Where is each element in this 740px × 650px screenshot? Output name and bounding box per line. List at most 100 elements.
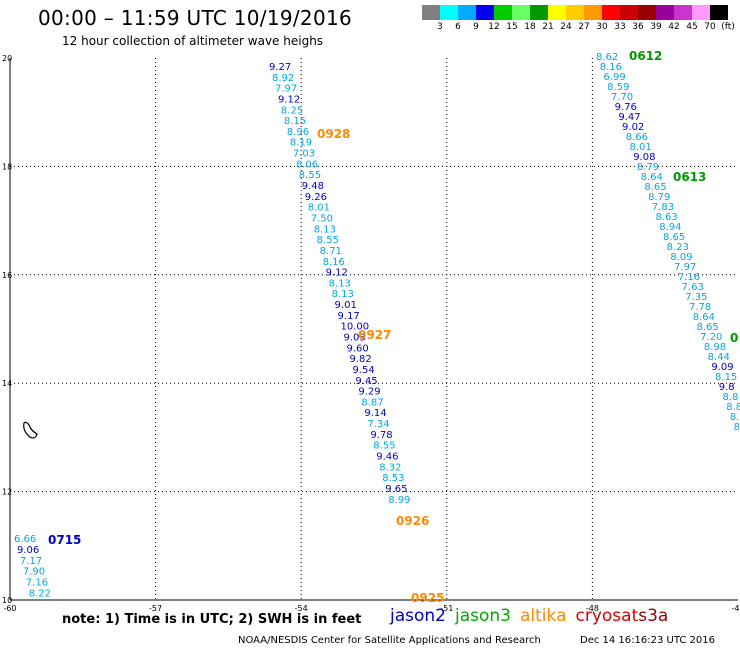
swh-value: 7.83 <box>652 202 674 213</box>
legend-label: 12 <box>488 22 500 32</box>
color-scale-legend <box>422 5 728 20</box>
swh-value: 6.99 <box>603 72 625 83</box>
satellite-jason2: jason2 <box>390 606 446 626</box>
swh-value: 7.03 <box>293 149 315 160</box>
latitude-tick: 20 <box>2 54 12 63</box>
swh-value: 7.63 <box>682 282 704 293</box>
swh-value: 9.47 <box>618 112 640 123</box>
legend-swatch <box>530 5 548 20</box>
swh-value: 8.06 <box>296 159 318 170</box>
swh-value: 9.06 <box>17 545 39 556</box>
legend-swatch <box>566 5 584 20</box>
swh-value: 8.65 <box>696 322 718 333</box>
longitude-tick: -57 <box>149 604 162 613</box>
swh-value: 7.97 <box>674 262 696 273</box>
satellite-cryosat: cryosat <box>575 606 639 626</box>
legend-swatch <box>548 5 566 20</box>
legend-swatch <box>656 5 674 20</box>
swh-value: 8.22 <box>29 589 51 600</box>
swh-value: 8. <box>730 412 740 423</box>
swh-value: 9.02 <box>622 122 644 133</box>
swh-value: 8.8 <box>722 392 738 403</box>
swh-value: 9.76 <box>615 102 637 113</box>
swh-value: 7.90 <box>23 567 45 578</box>
legend-swatch <box>620 5 638 20</box>
legend-label: 30 <box>596 22 608 32</box>
swh-value: 9.46 <box>376 452 398 463</box>
pass-time-label: 0926 <box>396 514 429 528</box>
swh-value: 8.94 <box>659 222 681 233</box>
swh-value: 9.03 <box>344 333 366 344</box>
swh-value: 8.25 <box>281 105 303 116</box>
pass-time-label: 0925 <box>411 591 444 605</box>
swh-value: 7.97 <box>275 84 297 95</box>
legend-label: 42 <box>668 22 680 32</box>
swh-value: 9.12 <box>326 268 348 279</box>
map-grid <box>10 58 738 600</box>
swh-value: 9.09 <box>711 362 733 373</box>
legend-label: 18 <box>524 22 536 32</box>
legend-swatch <box>422 5 440 20</box>
swh-value: 8.19 <box>290 138 312 149</box>
pass-time-label: 0 <box>730 331 738 345</box>
swh-value: 8.23 <box>667 242 689 253</box>
altimeter-tracks: 9.278.927.979.128.258.158.968.197.038.06… <box>14 52 740 600</box>
legend-swatch <box>602 5 620 20</box>
pass-time-label: 0613 <box>673 170 706 184</box>
latitude-tick: 16 <box>2 271 12 280</box>
longitude-tick: -60 <box>3 604 16 613</box>
swh-value: 8.63 <box>656 212 678 223</box>
swh-value: 8.8 <box>726 402 740 413</box>
pass-time-label: 0927 <box>358 328 391 342</box>
satellite-legend: jason2 jason3 altika cryosats3a <box>390 606 677 626</box>
swh-value: 8.13 <box>329 278 351 289</box>
swh-value: 9.29 <box>358 387 380 398</box>
legend-swatch <box>458 5 476 20</box>
swh-value: 8.64 <box>641 172 663 183</box>
swh-value: 8.71 <box>320 246 342 257</box>
satellite-altika: altika <box>520 606 567 626</box>
swh-value: 9.45 <box>355 376 377 387</box>
swh-value: 9.54 <box>352 365 374 376</box>
swh-value: 8.09 <box>670 252 692 263</box>
swh-value: 8.55 <box>299 170 321 181</box>
swh-value: 8.55 <box>317 235 339 246</box>
swh-value: 9.01 <box>335 300 357 311</box>
swh-value: 8.44 <box>708 352 730 363</box>
map-frame <box>9 58 738 601</box>
page-title: 00:00 – 11:59 UTC 10/19/2016 <box>38 6 353 30</box>
swh-value: 8.16 <box>600 62 622 73</box>
swh-value: 8.79 <box>637 162 659 173</box>
legend-label: 24 <box>560 22 572 32</box>
swh-value: 8.62 <box>596 52 618 63</box>
swh-value: 9.78 <box>370 430 392 441</box>
legend-label: 21 <box>542 22 554 32</box>
island-outline <box>23 421 38 439</box>
longitude-tick: -45 <box>731 604 740 613</box>
longitude-tick-labels: -60 -57 -54 -51 -48 -45 <box>3 604 740 613</box>
swh-value: 9.17 <box>338 311 360 322</box>
swh-value: 9.48 <box>302 181 324 192</box>
legend-label: 45 <box>686 22 698 32</box>
legend-swatch <box>710 5 728 20</box>
legend-label: 15 <box>506 22 518 32</box>
swh-value: 8.53 <box>382 473 404 484</box>
swh-value: 8.32 <box>379 462 401 473</box>
swh-value: 8.15 <box>715 372 737 383</box>
legend-label: 3 <box>437 22 443 32</box>
legend-swatch <box>440 5 458 20</box>
legend-swatch <box>512 5 530 20</box>
pass-time-label: 0715 <box>48 533 81 547</box>
latitude-tick: 14 <box>2 379 12 388</box>
generated-timestamp: Dec 14 16:16:23 UTC 2016 <box>580 635 715 646</box>
swh-value: 8.98 <box>704 342 726 353</box>
swh-value: 7.17 <box>20 556 42 567</box>
legend-label: 70 <box>704 22 716 32</box>
swh-value: 8.64 <box>693 312 715 323</box>
legend-swatch <box>494 5 512 20</box>
legend-label: 36 <box>632 22 644 32</box>
legend-swatch <box>692 5 710 20</box>
swh-value: 9.8 <box>719 382 735 393</box>
legend-swatch <box>674 5 692 20</box>
